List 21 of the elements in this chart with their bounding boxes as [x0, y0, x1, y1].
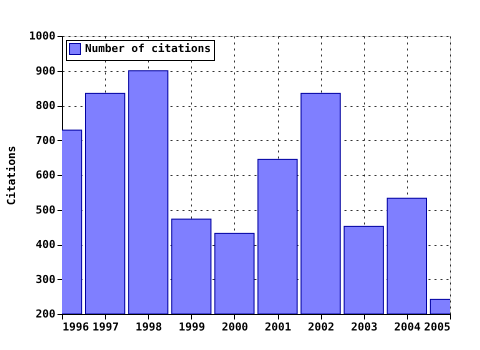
- x-tick-label: 1996: [62, 320, 90, 334]
- y-tick-label: 500: [36, 203, 56, 216]
- y-tick-label: 800: [36, 99, 56, 112]
- x-tick-label: 1999: [178, 320, 206, 334]
- y-tick-label: 200: [36, 308, 56, 320]
- x-tick-label: 2002: [308, 320, 334, 334]
- y-tick-label: 1000: [29, 30, 56, 42]
- x-tick-label: 2000: [222, 320, 248, 334]
- x-tick-label: 2005: [424, 320, 450, 334]
- y-tick-label: 300: [36, 272, 56, 286]
- y-tick-label: 400: [36, 238, 56, 251]
- y-tick-label: 900: [36, 64, 56, 78]
- y-axis-title: Citations: [5, 146, 18, 206]
- y-tick-label: 600: [36, 168, 56, 182]
- y-tick-label: 700: [36, 134, 56, 147]
- legend-label: Number of citations: [85, 42, 211, 55]
- x-tick-label: 2003: [351, 320, 378, 334]
- x-tick-label: 2001: [264, 320, 292, 334]
- x-tick-label: 2004: [394, 320, 422, 334]
- x-tick-label: 1997: [92, 320, 119, 334]
- x-tick-label: 1998: [135, 320, 162, 334]
